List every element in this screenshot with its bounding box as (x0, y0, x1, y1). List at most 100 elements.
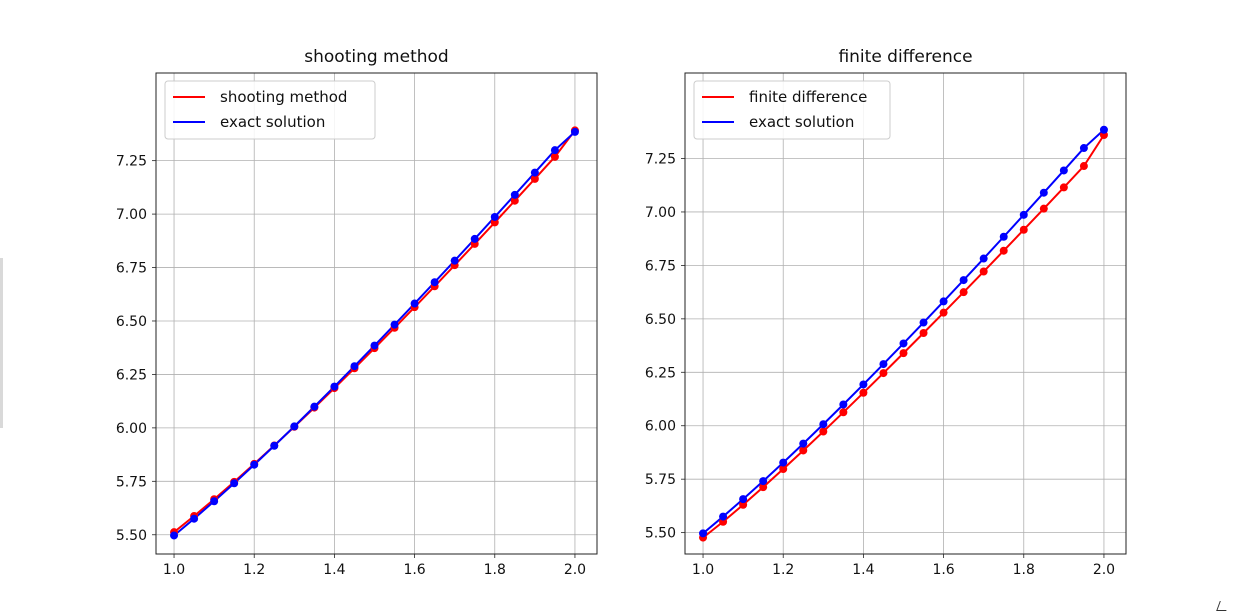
data-point (979, 254, 988, 263)
data-point (779, 465, 788, 474)
x-tick-label: 1.4 (323, 562, 345, 578)
data-point (310, 402, 319, 411)
data-point (410, 299, 419, 308)
data-point (859, 388, 868, 397)
data-point (1099, 125, 1108, 134)
x-tick-label: 1.2 (772, 562, 794, 578)
x-tick-label: 2.0 (1093, 562, 1115, 578)
data-point (879, 360, 888, 369)
data-point (739, 500, 748, 509)
chart-panel-2: 1.0 1.2 1.4 1.6 1.8 2.0 5.50 5.75 6.00 6.25 6.50 6.… (645, 47, 1127, 578)
x-tick-label: 1.4 (852, 562, 874, 578)
y-tick-label: 5.50 (116, 528, 147, 544)
data-point (979, 267, 988, 276)
data-point (999, 246, 1008, 255)
y-tick-label: 6.50 (116, 314, 147, 330)
x-tick-label: 1.8 (484, 562, 506, 578)
data-point (450, 256, 459, 265)
data-point (550, 146, 559, 155)
data-point (230, 479, 239, 488)
data-point (799, 439, 808, 448)
legend-box (693, 80, 891, 140)
y-tick-label: 7.00 (645, 205, 676, 221)
y-tick-label: 7.25 (116, 154, 147, 170)
data-point (919, 318, 928, 327)
data-point (1059, 166, 1068, 175)
y-tick-label: 7.00 (116, 207, 147, 223)
data-point (570, 127, 579, 136)
data-point (170, 531, 179, 540)
data-point (859, 380, 868, 389)
data-point (550, 152, 559, 161)
data-point (939, 297, 948, 306)
y-tick-label: 6.25 (116, 367, 147, 383)
legend: shooting method exact solution (164, 80, 376, 140)
data-point (1039, 188, 1048, 197)
data-point (1039, 204, 1048, 213)
x-tick-label: 1.6 (932, 562, 954, 578)
data-point (1019, 225, 1028, 234)
data-point (819, 427, 828, 436)
data-point (699, 529, 708, 538)
data-point (470, 234, 479, 243)
y-tick-label: 6.50 (645, 312, 676, 328)
y-tick-label: 6.75 (645, 258, 676, 274)
data-point (839, 400, 848, 409)
data-point (759, 483, 768, 492)
data-point (799, 446, 808, 455)
data-point (530, 168, 539, 177)
data-point (759, 477, 768, 486)
data-point (839, 408, 848, 417)
legend-label: exact solution (220, 113, 325, 131)
legend-box (164, 80, 376, 140)
data-point (919, 328, 928, 337)
legend-label: shooting method (220, 88, 347, 106)
y-tick-label: 5.75 (645, 472, 676, 488)
data-point (739, 495, 748, 504)
data-point (939, 308, 948, 317)
data-point (899, 339, 908, 348)
data-point (959, 288, 968, 297)
legend-label: finite difference (749, 88, 867, 106)
y-tick-label: 6.00 (116, 421, 147, 437)
y-tick-label: 5.50 (645, 526, 676, 542)
y-tick-label: 6.25 (645, 365, 676, 381)
data-point (330, 382, 339, 391)
data-point (819, 420, 828, 429)
y-tick-label: 6.00 (645, 419, 676, 435)
chart-panel-1: 1.0 1.2 1.4 1.6 1.8 2.0 5.50 5.75 6.00 6.25 6.50 6.… (116, 47, 598, 578)
data-point (370, 341, 379, 350)
data-point (959, 276, 968, 285)
data-point (390, 320, 399, 329)
data-point (999, 232, 1008, 241)
data-point (270, 441, 279, 450)
data-point (430, 278, 439, 287)
data-point (899, 349, 908, 358)
data-point (1079, 144, 1088, 153)
data-point (290, 422, 299, 431)
plot-frame (155, 72, 598, 555)
data-point (779, 458, 788, 467)
series-line-1 (173, 129, 576, 533)
data-point (250, 460, 259, 469)
plot-frame (684, 72, 1127, 555)
legend-label: exact solution (749, 113, 854, 131)
data-point (1019, 210, 1028, 219)
y-tick-label: 7.25 (645, 152, 676, 168)
data-point (350, 362, 359, 371)
x-tick-label: 1.8 (1013, 562, 1035, 578)
data-point (510, 190, 519, 199)
window-edge-marker (0, 258, 3, 428)
data-point (490, 212, 499, 221)
x-tick-label: 1.6 (403, 562, 425, 578)
data-point (879, 369, 888, 378)
data-point (210, 497, 219, 506)
data-point (530, 174, 539, 183)
data-point (1059, 183, 1068, 192)
data-point (190, 514, 199, 523)
data-point (719, 512, 728, 521)
legend: finite difference exact solution (693, 80, 891, 140)
data-point (1079, 162, 1088, 171)
chart-title: finite difference (838, 47, 972, 67)
